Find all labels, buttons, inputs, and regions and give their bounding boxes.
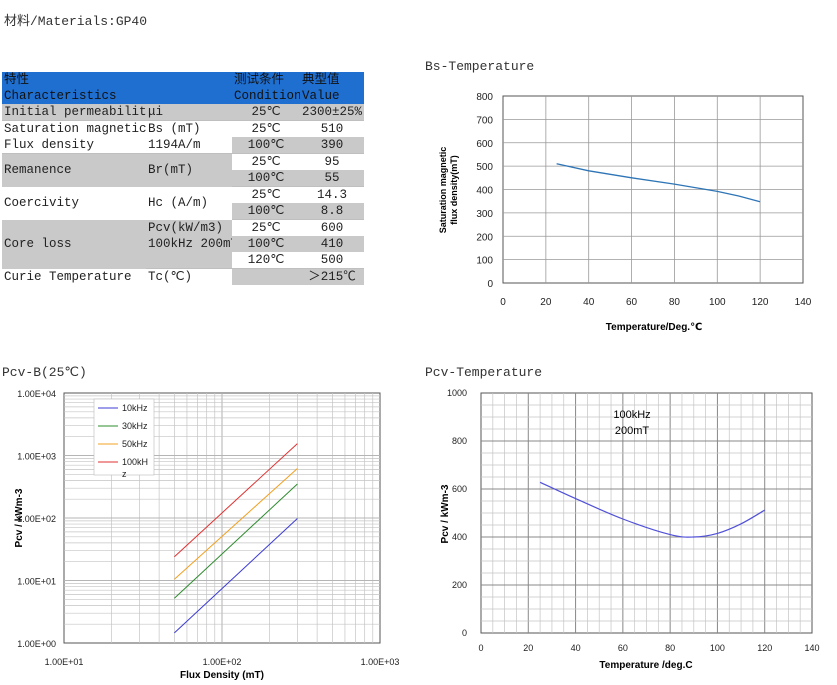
pcvb-series-10kHz xyxy=(174,518,298,634)
pcvb-x-axis-label: Flux Density (mT) xyxy=(180,670,264,681)
bs-y-tick-label: 600 xyxy=(476,139,493,150)
bs-x-tick-label: 40 xyxy=(583,297,595,308)
pcvb-legend-label: 100kH xyxy=(122,457,148,467)
pcvb-legend: 10kHz 30kHz 50kHz 100kH z xyxy=(93,398,155,479)
pcvt-annotation-2: 200mT xyxy=(615,425,650,437)
initial-permeability-symbol: μi xyxy=(146,104,232,121)
pcvb-y-tick-label: 1.00E+03 xyxy=(17,452,56,462)
table-header-row-cn: 特性 测试条件 典型值 xyxy=(2,72,364,88)
header-characteristics-en: Characteristics xyxy=(2,88,146,104)
header-characteristics-cn: 特性 xyxy=(2,72,146,88)
pcvt-x-tick-label: 0 xyxy=(478,643,483,653)
pcvb-x-tick-label: 1.00E+01 xyxy=(45,657,84,667)
pcvt-y-tick-label: 0 xyxy=(462,628,467,638)
pcvt-x-tick-label: 20 xyxy=(523,643,533,653)
pcvb-legend-label: z xyxy=(122,469,127,479)
bs-x-tick-label: 140 xyxy=(795,297,812,308)
remanence-label: Remanence xyxy=(2,153,146,187)
header-value-cn: 典型值 xyxy=(300,72,364,88)
header-conditions-en: Conditions xyxy=(232,88,300,104)
pcvb-x-tick-label: 1.00E+03 xyxy=(361,657,400,667)
pcvt-y-tick-label: 600 xyxy=(452,484,467,494)
pcvb-y-tick-label: 1.00E+01 xyxy=(17,577,56,587)
pcvb-legend-label: 50kHz xyxy=(122,439,148,449)
table-row: 100℃ 55 xyxy=(2,170,364,187)
bs-y-tick-label: 400 xyxy=(476,186,493,197)
pcvt-x-tick-label: 60 xyxy=(618,643,628,653)
pcvt-y-axis-label: Pcv / kWm-3 xyxy=(440,484,451,543)
bs-x-tick-label: 0 xyxy=(500,297,506,308)
core-loss-label: Core loss xyxy=(2,219,146,269)
pcvb-chart-title: Pcv-B(25℃) xyxy=(2,365,87,380)
table-row: Remanence Br(mT) 25℃ 95 xyxy=(2,153,364,187)
table-row: Coercivity Hc (A/m) 25℃ 14.3 xyxy=(2,187,364,210)
pcvt-x-tick-label: 120 xyxy=(757,643,772,653)
pcvb-y-tick-label: 1.00E+00 xyxy=(17,639,56,649)
bs-x-axis-label: Temperature/Deg.℃ xyxy=(606,322,702,333)
bs-y-tick-label: 0 xyxy=(487,279,493,290)
bs-y-tick-label: 300 xyxy=(476,209,493,220)
bs-y-tick-label: 800 xyxy=(476,92,493,103)
coercivity-label: Coercivity xyxy=(4,196,80,210)
bs-x-tick-label: 100 xyxy=(709,297,726,308)
header-conditions-cn: 测试条件 xyxy=(232,72,300,88)
initial-permeability-label: Initial permeability xyxy=(2,104,146,121)
table-row: Core loss Pcv(kW/m3) 25℃ 600 xyxy=(2,219,364,269)
pcvb-series-50kHz xyxy=(174,468,298,580)
bs-chart-title: Bs-Temperature xyxy=(425,59,535,74)
properties-table: 特性 测试条件 典型值 Characteristics Conditions V… xyxy=(2,72,364,285)
table-row: 100kHz 200mT 100℃ 410 xyxy=(2,236,364,252)
bs-y-tick-label: 500 xyxy=(476,162,493,173)
bs-y-tick-label: 700 xyxy=(476,115,493,126)
pcvt-x-tick-label: 40 xyxy=(571,643,581,653)
pcvb-y-axis-label: Pcv / kWm-3 xyxy=(14,488,25,547)
pcvb-legend-label: 10kHz xyxy=(122,403,148,413)
pcvb-series-30kHz xyxy=(174,483,298,599)
material-title: 材料/Materials:GP40 xyxy=(4,14,148,29)
bs-y-tick-label: 100 xyxy=(476,256,493,267)
pcvt-y-tick-label: 800 xyxy=(452,436,467,446)
pcvt-annotation-1: 100kHz xyxy=(613,409,650,421)
bs-y-axis-label-1: Saturation magnetic xyxy=(438,147,448,234)
curie-label: Curie Temperature xyxy=(4,269,132,284)
header-value-en: Value xyxy=(300,88,364,104)
table-row: Saturation magnetic Bs (mT) 25℃ 510 xyxy=(4,122,344,136)
pcvt-x-tick-label: 80 xyxy=(665,643,675,653)
bs-x-tick-label: 20 xyxy=(540,297,552,308)
pcvt-x-tick-label: 140 xyxy=(804,643,819,653)
table-row: Flux density 1194A/m 100℃ 390 xyxy=(2,137,364,154)
pcvt-series-line xyxy=(539,481,766,538)
pcvb-x-tick-label: 1.00E+02 xyxy=(203,657,242,667)
pcvb-y-tick-label: 1.00E+02 xyxy=(17,514,56,524)
bs-y-tick-label: 200 xyxy=(476,232,493,243)
pcvt-y-tick-label: 400 xyxy=(452,532,467,542)
table-header-row-en: Characteristics Conditions Value xyxy=(2,88,364,104)
table-row: 100℃ 8.8 xyxy=(2,203,364,220)
pcvt-x-axis-label: Temperature /deg.C xyxy=(599,660,692,671)
bs-x-tick-label: 80 xyxy=(669,297,681,308)
pcvb-legend-label: 30kHz xyxy=(122,421,148,431)
table-row: 120℃ 500 xyxy=(2,252,364,269)
table-row: Curie Temperature Tc(℃) ＞215℃ xyxy=(2,268,364,285)
bs-y-axis-label-2: flux density(mT) xyxy=(449,155,459,225)
table-row: Initial permeability μi 25℃ 2300±25% xyxy=(2,104,364,121)
pcvb-y-tick-label: 1.00E+04 xyxy=(17,389,56,399)
bs-x-tick-label: 120 xyxy=(752,297,769,308)
pcvt-y-tick-label: 200 xyxy=(452,580,467,590)
pcvt-x-tick-label: 100 xyxy=(710,643,725,653)
bs-series-line xyxy=(556,163,761,203)
pcvb-series-100kHz xyxy=(174,443,298,558)
pcvt-y-tick-label: 1000 xyxy=(447,388,467,398)
bs-x-tick-label: 60 xyxy=(626,297,638,308)
pcvt-chart-title: Pcv-Temperature xyxy=(425,365,543,380)
